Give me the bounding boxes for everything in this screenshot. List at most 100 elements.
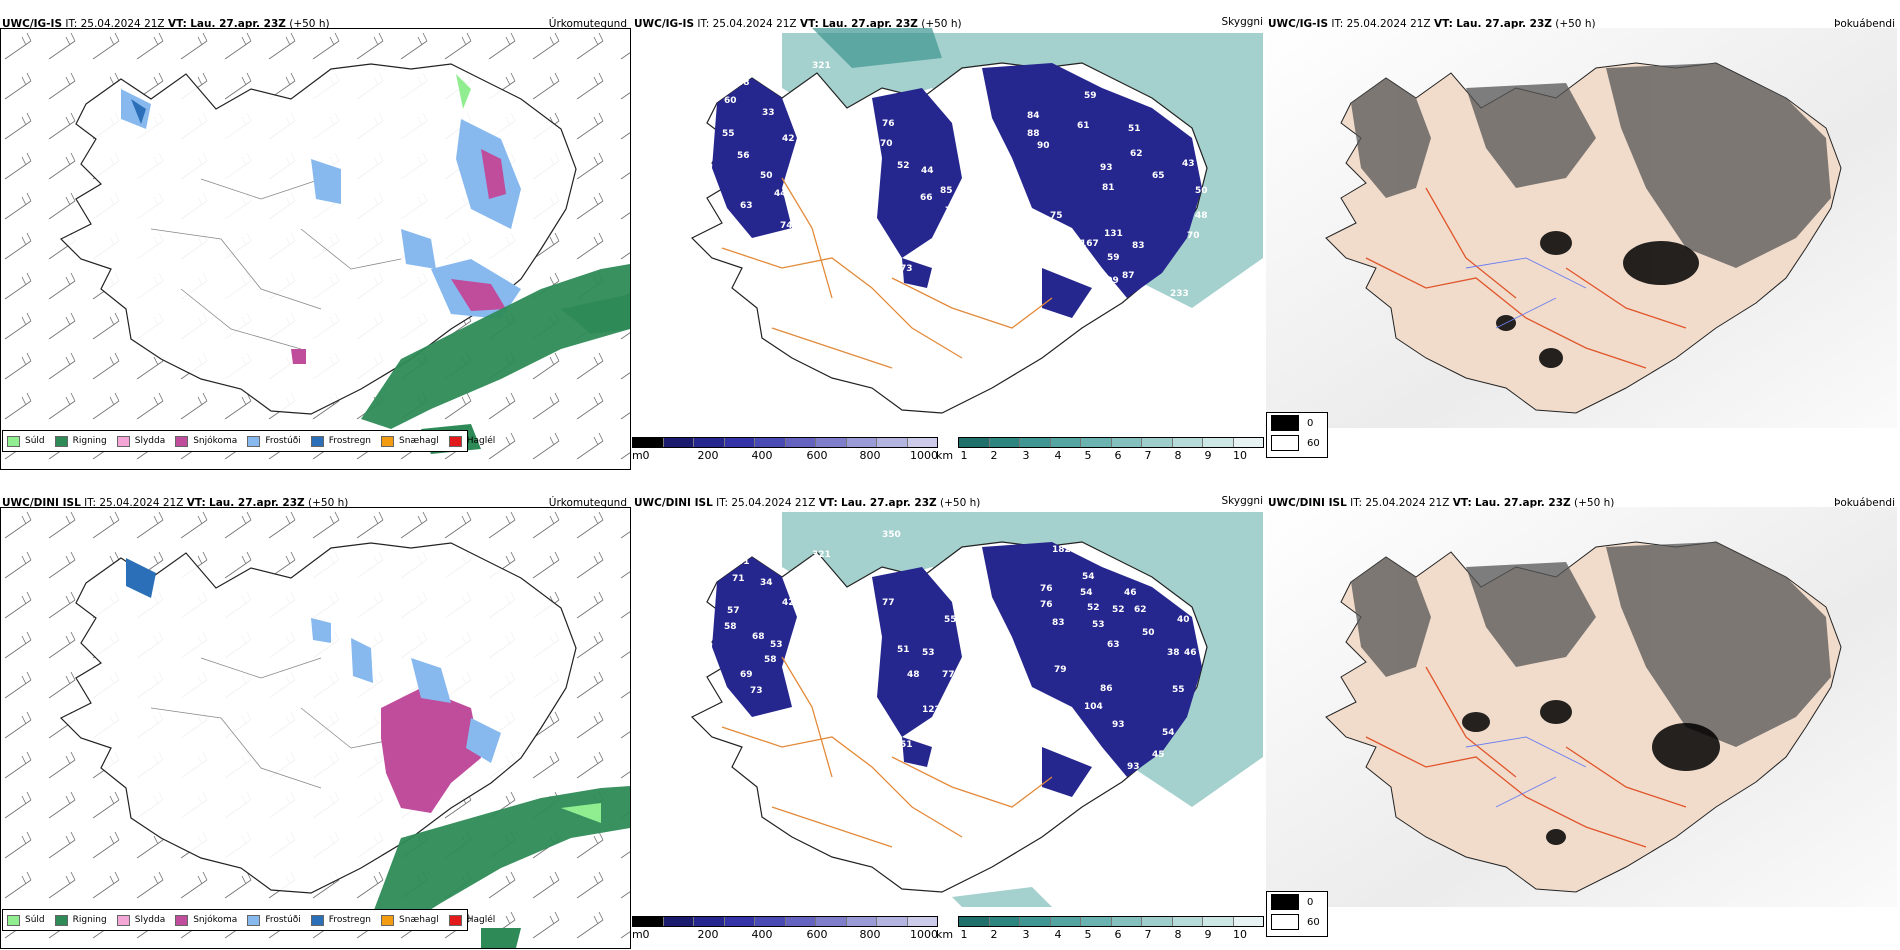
fog-map[interactable] (1266, 507, 1897, 949)
cb-swatch (1142, 438, 1173, 447)
ceiling-label: 79 (945, 206, 958, 216)
legend-swatch (310, 914, 324, 926)
fog-scale-item: 60 (1267, 912, 1327, 932)
cb-tick: 1000 (910, 928, 938, 941)
cb-tick: 8 (1174, 449, 1182, 462)
ceiling-label: 73 (750, 686, 763, 696)
ceiling-label: 58 (724, 622, 737, 632)
cb-unit: m (632, 449, 643, 462)
ceiling-label: 56 (970, 151, 983, 161)
cb-tick: 1 (960, 928, 968, 941)
cb-swatch (633, 917, 664, 926)
cb-tick: 9 (1204, 449, 1212, 462)
cb-tick: 800 (859, 449, 881, 462)
ceiling-label: 45 (1152, 750, 1165, 760)
ceiling-label: 72 (784, 236, 797, 246)
legend-item: Haglél (448, 914, 495, 926)
ceiling-label: 89 (772, 718, 785, 728)
legend-item: Frostregn (310, 435, 371, 447)
ceiling-colorbar: m 0 200 400 600 800 1000 (632, 916, 938, 944)
legend-item: Slydda (116, 435, 165, 447)
ceiling-label: 93 (1100, 163, 1113, 173)
legend-item: Frostúði (247, 435, 301, 447)
colorbar-swatches (632, 916, 938, 927)
cb-swatch (989, 917, 1020, 926)
legend-swatch (310, 435, 324, 447)
panel-fog-bottom: UWC/DINI ISL IT: 25.04.2024 21Z VT: Lau.… (1266, 491, 1897, 949)
cb-tick: 0 (642, 928, 650, 941)
legend-swatch (247, 435, 261, 447)
precip-map[interactable] (0, 28, 631, 470)
cb-unit: m (632, 928, 643, 941)
ceiling-label: 68 (752, 632, 765, 642)
cb-tick: 1 (960, 449, 968, 462)
cb-tick: 600 (806, 928, 828, 941)
ceiling-label: 80 (1027, 249, 1040, 259)
ceiling-label: 55 (1172, 685, 1185, 695)
cb-swatch (1233, 438, 1263, 447)
cb-swatch (959, 438, 990, 447)
ceiling-label: 53 (922, 648, 935, 658)
cb-swatch (959, 917, 990, 926)
precip-map[interactable] (0, 507, 631, 949)
ceiling-label: 52 (1087, 603, 1100, 613)
fog-scale-legend: 0 60 (1266, 412, 1328, 458)
cb-swatch (846, 917, 877, 926)
cb-tick: 7 (1144, 449, 1152, 462)
cb-unit: km (936, 928, 954, 941)
cb-swatch (1172, 917, 1203, 926)
ceiling-label: 38 (1167, 648, 1180, 658)
legend-swatch (7, 914, 20, 926)
cb-tick: 2 (990, 449, 998, 462)
ceiling-label: 44 (774, 189, 787, 199)
iceland-outline (59, 542, 577, 894)
cb-tick: 6 (1114, 449, 1122, 462)
low-cloud-areas (712, 63, 1202, 318)
fog-map[interactable] (1266, 28, 1897, 470)
ceiling-label: 77 (882, 598, 895, 608)
cb-swatch (1142, 917, 1173, 926)
ceiling-label: 34 (760, 578, 773, 588)
ceiling-label: 180 (1057, 718, 1076, 728)
ceiling-label: 122 (922, 705, 941, 715)
ceiling-label: 70 (1187, 231, 1200, 241)
cb-swatch (694, 917, 725, 926)
ceiling-label: 33 (762, 108, 775, 118)
product-title: Skyggni (1221, 16, 1264, 28)
ceiling-label: 233 (1170, 289, 1189, 299)
cb-unit: km (936, 449, 954, 462)
ceiling-label: 42 (782, 134, 795, 144)
legend-swatch (7, 435, 20, 447)
cb-swatch (989, 438, 1020, 447)
ceiling-label: 41 (737, 557, 750, 567)
colorbar-swatches (958, 916, 1264, 927)
legend-swatch (116, 435, 130, 447)
ceiling-label: 46 (1124, 588, 1137, 598)
ceiling-label: 50 (1195, 186, 1208, 196)
ceiling-label: 79 (1054, 665, 1067, 675)
cb-swatch (816, 917, 847, 926)
cloud-map[interactable]: 41 71 34 57 58 68 53 58 69 73 89 64 42 7… (632, 507, 1263, 949)
legend-item: Súld (7, 435, 45, 447)
colorbar-swatches (632, 437, 938, 448)
ceiling-label: 81 (1045, 229, 1058, 239)
ceiling-label: 43 (1182, 159, 1195, 169)
visibility-colorbar: km 1 2 3 4 5 6 7 8 9 10 (936, 437, 1264, 465)
fog-scale-item: 60 (1267, 433, 1327, 453)
visibility-colorbar: km 1 2 3 4 5 6 7 8 9 10 (936, 916, 1264, 944)
product-title: Þokuábendi (1834, 18, 1895, 30)
ceiling-label: 66 (920, 193, 933, 203)
cb-tick: 10 (1233, 449, 1247, 462)
cloud-map[interactable]: 48 60 33 55 42 56 50 44 63 74 72 63 70 5… (632, 28, 1263, 470)
cb-tick: 1000 (910, 449, 938, 462)
ceiling-label: 51 (1128, 124, 1141, 134)
ceiling-label: 50 (760, 171, 773, 181)
fog-swatch (1271, 914, 1299, 930)
ceiling-label: 54 (1080, 588, 1093, 598)
legend-swatch (247, 914, 261, 926)
legend-swatch (381, 914, 395, 926)
ceiling-label: 62 (1130, 149, 1143, 159)
panel-fog-top: UWC/IG-IS IT: 25.04.2024 21Z VT: Lau. 27… (1266, 12, 1897, 470)
low-cloud-areas (712, 542, 1202, 797)
product-title: Úrkomutegund (548, 18, 627, 30)
